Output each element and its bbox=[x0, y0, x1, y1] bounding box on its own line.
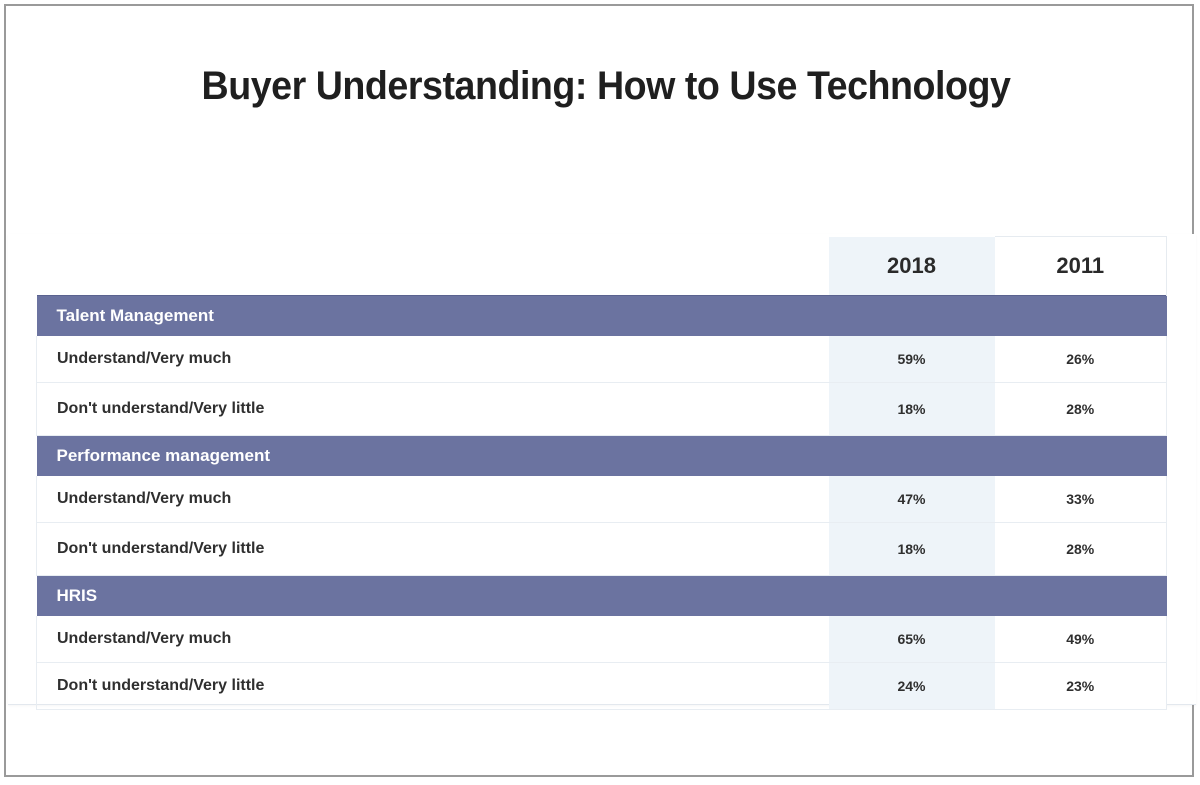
table-header-row: 2018 2011 bbox=[36, 236, 1167, 296]
column-header-2011: 2011 bbox=[994, 236, 1167, 296]
value-2011: 28% bbox=[994, 522, 1167, 576]
section-fill bbox=[994, 575, 1167, 616]
row-label: Don't understand/Very little bbox=[36, 382, 829, 436]
section-row-talent-management: Talent Management bbox=[36, 295, 1167, 336]
value-2018: 65% bbox=[828, 616, 995, 663]
row-label: Understand/Very much bbox=[36, 616, 829, 663]
table-row: Don't understand/Very little 18% 28% bbox=[36, 522, 1167, 576]
section-row-performance-management: Performance management bbox=[36, 435, 1167, 476]
table-row: Don't understand/Very little 24% 23% bbox=[36, 662, 1167, 710]
value-2011: 33% bbox=[994, 476, 1167, 523]
table-row: Understand/Very much 47% 33% bbox=[36, 476, 1167, 523]
section-row-hris: HRIS bbox=[36, 575, 1167, 616]
table-row: Understand/Very much 65% 49% bbox=[36, 616, 1167, 663]
section-fill bbox=[828, 575, 995, 616]
value-2011: 23% bbox=[994, 662, 1167, 710]
data-table: 2018 2011 Talent Management Understand/V… bbox=[36, 236, 1167, 710]
table-row: Don't understand/Very little 18% 28% bbox=[36, 382, 1167, 436]
row-label: Don't understand/Very little bbox=[36, 662, 829, 710]
value-2011: 49% bbox=[994, 616, 1167, 663]
row-label: Understand/Very much bbox=[36, 476, 829, 523]
value-2018: 18% bbox=[828, 382, 995, 436]
value-2011: 28% bbox=[994, 382, 1167, 436]
table-row: Understand/Very much 59% 26% bbox=[36, 336, 1167, 383]
row-label: Don't understand/Very little bbox=[36, 522, 829, 576]
value-2018: 47% bbox=[828, 476, 995, 523]
value-2018: 18% bbox=[828, 522, 995, 576]
value-2018: 59% bbox=[828, 336, 995, 383]
section-fill bbox=[994, 435, 1167, 476]
value-2018: 24% bbox=[828, 662, 995, 710]
chart-title: Buyer Understanding: How to Use Technolo… bbox=[201, 64, 1011, 108]
section-fill bbox=[828, 435, 995, 476]
column-header-2018: 2018 bbox=[828, 236, 995, 296]
section-label: Talent Management bbox=[36, 295, 829, 336]
section-label: Performance management bbox=[36, 435, 829, 476]
section-fill bbox=[828, 295, 995, 336]
row-label: Understand/Very much bbox=[36, 336, 829, 383]
header-blank-cell bbox=[36, 236, 829, 296]
section-label: HRIS bbox=[36, 575, 829, 616]
section-fill bbox=[994, 295, 1167, 336]
value-2011: 26% bbox=[994, 336, 1167, 383]
